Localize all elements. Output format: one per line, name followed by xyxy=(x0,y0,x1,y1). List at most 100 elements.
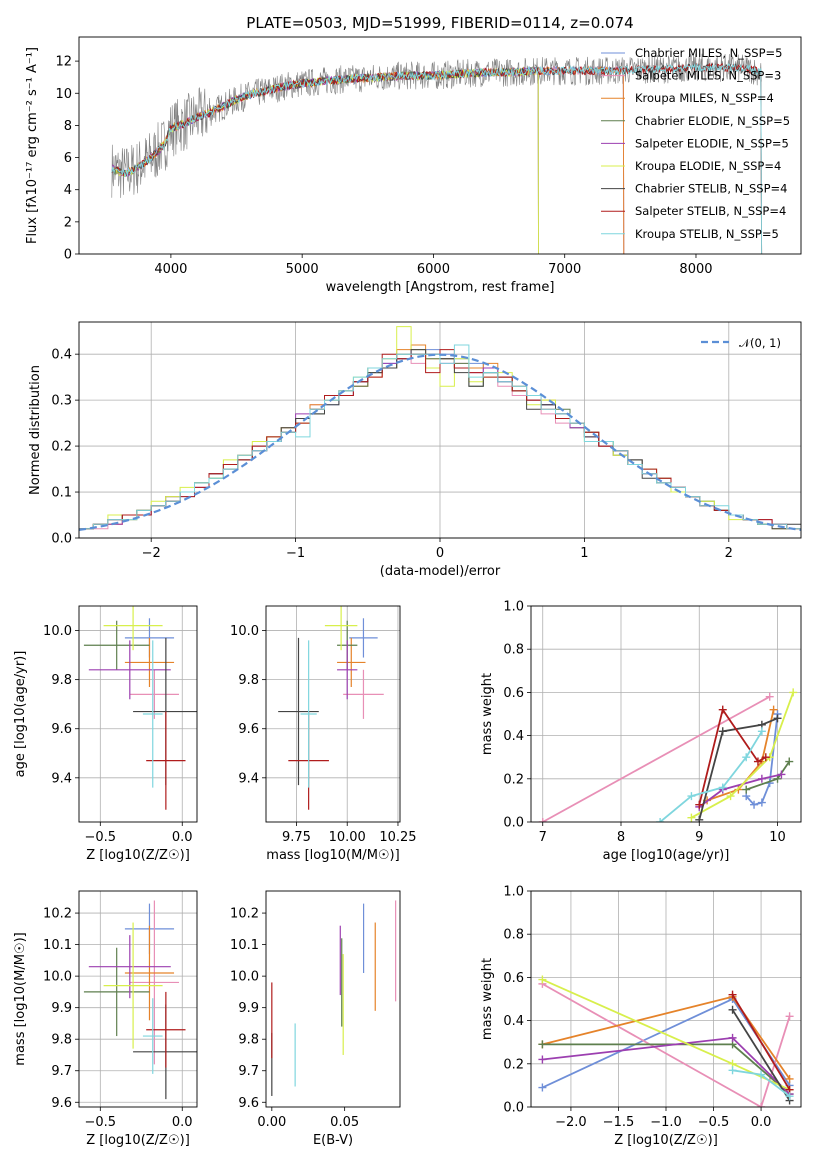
weight-marker xyxy=(785,1092,794,1101)
y-tick-label: 0.2 xyxy=(503,1057,524,1072)
weight-marker xyxy=(718,783,727,792)
axes-frame xyxy=(265,605,401,823)
error-bar xyxy=(337,640,358,700)
y-tick-label: 0.2 xyxy=(503,772,524,787)
weight-marker xyxy=(757,1070,766,1079)
y-tick-label: 10.0 xyxy=(230,624,259,639)
age_vs_mass-panel: 9.75 10.00 10.25 9.4 9.6 9.8 10.0 mass [log10(M… xyxy=(230,605,417,863)
x-tick-label: 0.0 xyxy=(751,1115,772,1130)
weight-marker xyxy=(742,785,751,794)
weight-line xyxy=(731,994,791,1091)
residuals-panel: −2 −1 0 1 2 0.0 0.1 0.2 0.3 0.4 (data-model)/error… xyxy=(28,321,802,579)
error-bar xyxy=(129,669,179,719)
y-tick-label: 9.8 xyxy=(51,1033,72,1048)
y-tick-label: 9.7 xyxy=(238,1064,259,1079)
weight-line xyxy=(698,707,767,805)
observed-spectrum-line xyxy=(111,53,762,198)
y-tick-label: 0.2 xyxy=(51,440,72,455)
y-tick-label: 10.0 xyxy=(43,970,72,985)
y-axis-label: mass weight xyxy=(480,958,495,1040)
x-tick-label: 7000 xyxy=(548,262,581,277)
axes-frame xyxy=(265,890,401,1108)
weight-marker xyxy=(538,818,547,822)
weight-marker xyxy=(728,1005,737,1014)
y-tick-label: 0.4 xyxy=(503,729,524,744)
y-tick-label: 10.0 xyxy=(230,970,259,985)
spectrum-lines xyxy=(111,53,763,254)
x-axis-label: (data-model)/error xyxy=(380,564,501,579)
x-tick-label: −1.5 xyxy=(603,1115,635,1130)
legend-entry: 𝒩(0, 1) xyxy=(739,336,781,350)
x-tick-label: 10 xyxy=(769,830,786,845)
weight-marker xyxy=(777,770,786,779)
x-tick-label: 10.00 xyxy=(329,830,366,845)
x-tick-label: 0.0 xyxy=(172,1115,193,1130)
weight_vs_age-lines xyxy=(538,688,798,822)
error-bar xyxy=(343,669,384,719)
x-tick-label: 7 xyxy=(539,830,547,845)
weight-marker xyxy=(789,688,798,697)
x-tick-label: 5000 xyxy=(286,262,319,277)
axes-frame xyxy=(530,890,802,1108)
y-tick-label: 0.0 xyxy=(503,1101,524,1116)
spectrum-panel: 4000 5000 6000 7000 8000 0 2 4 6 8 10 12 wavelength … xyxy=(25,14,802,295)
axes-frame xyxy=(78,890,198,1108)
y-tick-label: 4 xyxy=(64,183,72,198)
x-axis-label: age [log10(age/yr)] xyxy=(603,848,730,863)
x-tick-label: −0.5 xyxy=(85,830,117,845)
weight-line xyxy=(731,1009,791,1101)
chart-title: PLATE=0503, MJD=51999, FIBERID=0114, z=0… xyxy=(246,14,633,32)
x-tick-label: −1 xyxy=(286,546,305,561)
age_vs_Z-errorbars xyxy=(83,606,197,810)
age_vs_Z-panel: −0.5 0.0 9.4 9.6 9.8 10.0 Z [log10(Z/Z☉)] age [… xyxy=(13,605,198,863)
y-axis-label: age [log10(age/yr)] xyxy=(13,651,28,778)
weight-marker xyxy=(785,757,794,766)
y-tick-label: 9.9 xyxy=(238,1001,259,1016)
axes-frame xyxy=(530,605,802,823)
y-axis-label: Normed distribution xyxy=(28,365,43,495)
weight-marker xyxy=(765,692,774,701)
y-tick-label: 9.8 xyxy=(51,673,72,688)
weight-line xyxy=(698,717,778,821)
error-bar xyxy=(129,900,179,1065)
weight-marker xyxy=(538,975,547,984)
weight-marker xyxy=(761,753,770,762)
error-bar xyxy=(278,637,319,786)
x-axis-label: E(B-V) xyxy=(313,1133,353,1148)
legend-entry: Kroupa STELIB, N_SSP=5 xyxy=(635,227,779,241)
y-axis-label: mass weight xyxy=(480,673,495,755)
weight-marker xyxy=(538,1083,547,1092)
x-tick-label: 8 xyxy=(617,830,625,845)
weight-marker xyxy=(538,1040,547,1049)
x-axis-label: mass [log10(M/M☉)] xyxy=(266,848,399,863)
y-tick-label: 10.1 xyxy=(230,938,259,953)
weight-marker xyxy=(695,815,704,822)
legend-entry: Chabrier STELIB, N_SSP=4 xyxy=(635,182,787,196)
weight-marker xyxy=(687,813,696,822)
histograms xyxy=(79,326,801,531)
y-tick-label: 0.0 xyxy=(503,816,524,831)
weight-marker xyxy=(718,727,727,736)
y-tick-label: 9.6 xyxy=(238,1096,259,1111)
y-axis-label: mass [log10(M/M☉)] xyxy=(13,932,28,1065)
x-tick-label: 9 xyxy=(695,830,703,845)
legend-entry: Kroupa MILES, N_SSP=4 xyxy=(635,91,774,105)
y-tick-label: 0.4 xyxy=(503,1014,524,1029)
x-tick-label: −0.5 xyxy=(698,1115,730,1130)
y-tick-label: 8 xyxy=(64,119,72,134)
y-tick-label: 0.0 xyxy=(51,532,72,547)
weight-marker xyxy=(742,753,751,762)
weight-marker xyxy=(757,727,766,736)
error-bar xyxy=(83,947,150,1037)
error-bar xyxy=(337,637,366,687)
y-axis-label: Flux [fλ10⁻¹⁷ erg cm⁻² s⁻¹ A⁻¹] xyxy=(25,47,40,244)
y-tick-label: 6 xyxy=(64,151,72,166)
weight-marker xyxy=(695,800,704,809)
y-tick-label: 0.3 xyxy=(51,394,72,409)
y-tick-label: 9.9 xyxy=(51,1001,72,1016)
weight-marker xyxy=(656,818,665,822)
mass_vs_ebv-errorbars xyxy=(271,900,397,1096)
y-tick-label: 10 xyxy=(55,87,72,102)
model-spectrum-line xyxy=(111,66,539,254)
x-tick-label: 8000 xyxy=(679,262,712,277)
